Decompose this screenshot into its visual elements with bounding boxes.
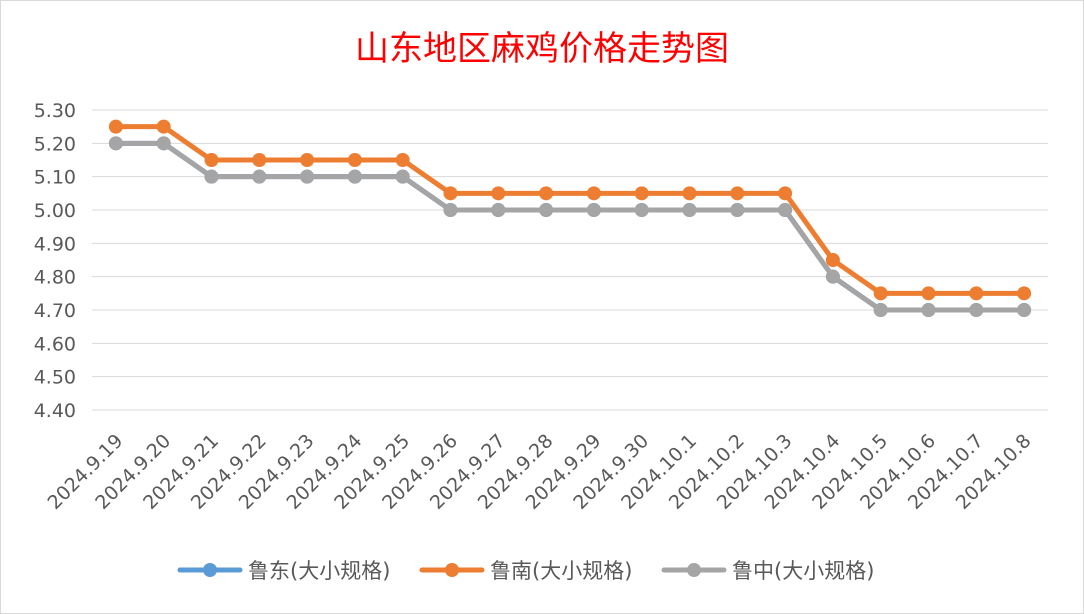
data-point [300, 169, 315, 184]
data-point [539, 203, 554, 217]
y-tick-label: 5.00 [34, 200, 76, 222]
series-line [113, 124, 1027, 296]
legend-item[interactable]: 鲁东(大小规格) [177, 559, 390, 583]
gridlines [92, 109, 1048, 411]
data-point [395, 169, 410, 184]
data-point [539, 186, 554, 201]
data-point [1017, 303, 1032, 317]
legend-item[interactable]: 鲁中(大小规格) [661, 559, 874, 583]
data-point [873, 303, 888, 317]
y-tick-label: 4.50 [34, 367, 76, 389]
series-line [113, 140, 1027, 313]
legend-item[interactable]: 鲁南(大小规格) [419, 559, 632, 583]
series-3 [108, 136, 1032, 317]
data-point [156, 119, 171, 134]
y-axis-ticks: 5.30 5.20 5.10 5.00 4.90 4.80 4.70 4.60 4.50 4.40 [34, 100, 76, 422]
data-point [252, 153, 267, 167]
legend-label: 鲁东(大小规格) [248, 559, 390, 583]
series-2 [108, 119, 1032, 301]
chart-title: 山东地区麻鸡价格走势图 [355, 29, 729, 69]
data-point [108, 119, 123, 134]
data-point [634, 186, 649, 201]
data-point [300, 153, 315, 167]
data-point [347, 153, 362, 167]
data-point [730, 186, 745, 201]
legend-label: 鲁中(大小规格) [732, 559, 874, 583]
data-point [921, 286, 936, 301]
y-tick-label: 4.40 [34, 400, 76, 422]
data-point [347, 169, 362, 184]
data-point [204, 153, 219, 167]
data-point [634, 203, 649, 217]
legend-swatch-marker [687, 563, 701, 577]
y-tick-label: 5.30 [34, 100, 76, 122]
y-tick-label: 4.80 [34, 267, 76, 289]
data-point [204, 169, 219, 184]
data-point [969, 303, 984, 317]
data-point [1017, 286, 1032, 301]
legend-label: 鲁南(大小规格) [490, 559, 632, 583]
data-point [108, 136, 123, 151]
data-point [586, 203, 601, 217]
x-axis-ticks: 2024.9.192024.9.202024.9.212024.9.222024… [43, 430, 1035, 514]
data-point [491, 203, 506, 217]
data-point [156, 136, 171, 151]
data-point [873, 286, 888, 301]
data-point [825, 253, 840, 267]
data-point [730, 203, 745, 217]
data-point [778, 203, 793, 217]
y-tick-label: 5.10 [34, 167, 76, 189]
series-1 [108, 136, 1032, 317]
y-tick-label: 4.70 [34, 300, 76, 322]
data-point [825, 269, 840, 284]
series-lines [108, 119, 1032, 317]
data-point [443, 203, 458, 217]
data-point [682, 203, 697, 217]
y-tick-label: 5.20 [34, 133, 76, 155]
legend[interactable]: 鲁东(大小规格) 鲁南(大小规格) 鲁中(大小规格) [177, 559, 874, 583]
data-point [969, 286, 984, 301]
y-tick-label: 4.60 [34, 333, 76, 355]
data-point [921, 303, 936, 317]
series-line [113, 140, 1027, 313]
legend-swatch-marker [203, 563, 217, 577]
data-point [682, 186, 697, 201]
data-point [491, 186, 506, 201]
y-tick-label: 4.90 [34, 233, 76, 255]
data-point [586, 186, 601, 201]
data-point [443, 186, 458, 201]
data-point [252, 169, 267, 184]
legend-swatch-marker [445, 563, 459, 577]
data-point [778, 186, 793, 201]
data-point [395, 153, 410, 167]
